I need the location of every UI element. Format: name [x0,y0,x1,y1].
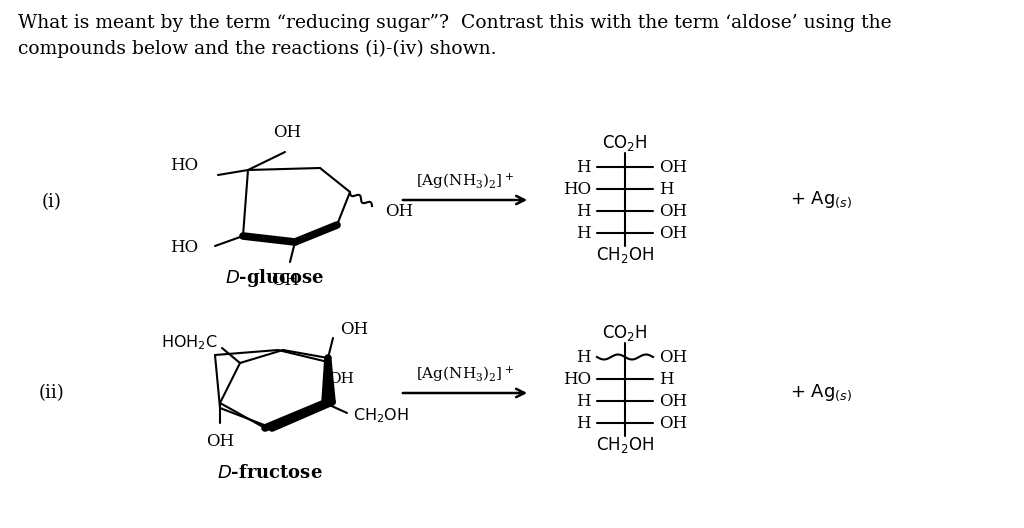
Text: $\mathregular{[Ag(NH_3)_2]^+}$: $\mathregular{[Ag(NH_3)_2]^+}$ [416,172,514,191]
Text: OH: OH [273,124,301,141]
Text: H: H [577,414,591,431]
Text: HO: HO [563,181,591,197]
Text: OH: OH [659,224,687,241]
Text: H: H [659,181,674,197]
Text: $\mathit{D}$-glucose: $\mathit{D}$-glucose [225,267,325,289]
Text: $\mathrm{HOH_2C}$: $\mathrm{HOH_2C}$ [162,334,218,352]
Text: HO: HO [170,156,198,174]
Text: H: H [577,203,591,220]
Text: OH: OH [659,203,687,220]
Text: OH: OH [659,392,687,410]
Text: What is meant by the term “reducing sugar”?  Contrast this with the term ‘aldose: What is meant by the term “reducing suga… [18,14,892,32]
Text: $\mathrm{CO_2H}$: $\mathrm{CO_2H}$ [602,323,648,343]
Text: OH: OH [659,414,687,431]
Text: H: H [577,158,591,175]
Text: OH: OH [340,322,368,338]
Text: OH: OH [271,272,299,289]
Text: H: H [577,348,591,365]
Text: HO: HO [170,240,198,257]
Text: OH: OH [206,433,234,450]
Text: (i): (i) [42,193,61,211]
Text: OH: OH [385,203,413,220]
Text: $\mathrm{CH_2OH}$: $\mathrm{CH_2OH}$ [353,407,409,426]
Text: $\mathrm{CO_2H}$: $\mathrm{CO_2H}$ [602,133,648,153]
Text: OH: OH [328,372,354,386]
Text: OH: OH [659,348,687,365]
Text: $\mathregular{[Ag(NH_3)_2]^+}$: $\mathregular{[Ag(NH_3)_2]^+}$ [416,364,514,384]
Text: $+\ \mathrm{Ag}_{(s)}$: $+\ \mathrm{Ag}_{(s)}$ [790,190,852,210]
Text: compounds below and the reactions (i)-(iv) shown.: compounds below and the reactions (i)-(i… [18,40,497,58]
Text: (ii): (ii) [39,384,65,402]
Text: $+\ \mathrm{Ag}_{(s)}$: $+\ \mathrm{Ag}_{(s)}$ [790,383,852,403]
Text: $\mathrm{CH_2OH}$: $\mathrm{CH_2OH}$ [596,245,654,265]
Text: H: H [577,224,591,241]
Text: HO: HO [563,371,591,388]
Text: $\mathrm{CH_2OH}$: $\mathrm{CH_2OH}$ [596,435,654,455]
Text: H: H [659,371,674,388]
Text: $\mathit{D}$-fructose: $\mathit{D}$-fructose [217,464,323,482]
Text: OH: OH [659,158,687,175]
Text: H: H [577,392,591,410]
